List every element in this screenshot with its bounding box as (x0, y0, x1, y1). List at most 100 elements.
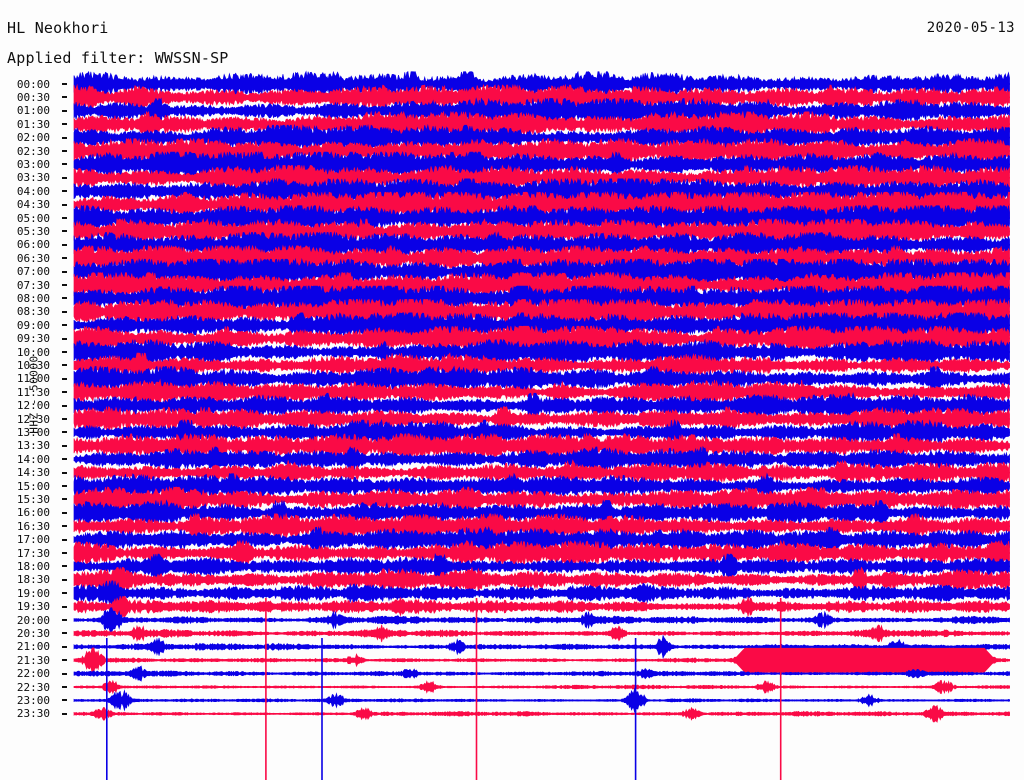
time-label-1030: 10:30 (16, 358, 50, 372)
time-label-1830: 18:30 (16, 573, 50, 587)
time-tick-1400 (62, 458, 67, 461)
time-label-2300: 23:00 (16, 693, 50, 707)
time-tick-0230 (62, 150, 67, 152)
time-label-1430: 14:30 (16, 466, 50, 480)
time-label-0300: 03:00 (16, 157, 50, 171)
applied-filter-label: Applied filter: WWSSN-SP (7, 49, 229, 67)
time-tick-1500 (62, 485, 67, 487)
time-tick-2230 (62, 686, 67, 688)
time-tick-1300 (62, 431, 67, 434)
time-tick-1130 (62, 391, 67, 394)
time-tick-0800 (62, 297, 67, 300)
time-label-2030: 20:30 (16, 626, 50, 640)
time-label-1330: 13:30 (16, 439, 50, 453)
record-date: 2020-05-13 (926, 20, 1015, 36)
time-label-0530: 05:30 (16, 224, 50, 238)
time-tick-0400 (62, 190, 67, 193)
time-tick-2100 (62, 645, 67, 648)
time-tick-0530 (62, 230, 67, 233)
time-label-1300: 13:00 (16, 425, 50, 439)
time-tick-0300 (62, 163, 67, 166)
time-tick-0630 (62, 257, 67, 260)
time-tick-1830 (62, 578, 67, 581)
time-label-2130: 21:30 (16, 653, 50, 667)
time-tick-1800 (62, 565, 67, 568)
time-label-1400: 14:00 (16, 452, 50, 466)
time-tick-1530 (62, 498, 67, 501)
time-tick-0330 (62, 176, 67, 179)
time-tick-0930 (62, 337, 67, 340)
time-label-1930: 19:30 (16, 600, 50, 614)
time-label-0400: 04:00 (16, 184, 50, 198)
time-label-1630: 16:30 (16, 519, 50, 533)
time-label-1500: 15:00 (16, 479, 50, 493)
time-label-0930: 09:30 (16, 332, 50, 346)
time-tick-0600 (62, 243, 67, 246)
time-tick-2130 (62, 659, 67, 662)
time-label-0700: 07:00 (16, 265, 50, 279)
time-label-1800: 18:00 (16, 559, 50, 573)
time-tick-0730 (62, 284, 67, 286)
time-tick-2000 (62, 619, 67, 621)
time-tick-0130 (62, 123, 67, 126)
time-label-1530: 15:30 (16, 492, 50, 506)
time-tick-0030 (62, 96, 67, 99)
time-tick-1230 (62, 418, 67, 420)
time-tick-1930 (62, 605, 67, 608)
time-label-1230: 12:30 (16, 412, 50, 426)
time-label-2100: 21:00 (16, 640, 50, 654)
time-tick-1730 (62, 552, 67, 554)
time-label-0430: 04:30 (16, 198, 50, 212)
time-label-0500: 05:00 (16, 211, 50, 225)
time-tick-0700 (62, 270, 67, 273)
time-label-0330: 03:30 (16, 171, 50, 185)
time-tick-2300 (62, 699, 67, 702)
time-tick-0500 (62, 217, 67, 219)
time-label-1900: 19:00 (16, 586, 50, 600)
time-tick-1030 (62, 364, 67, 367)
seismogram-canvas (73, 70, 1010, 780)
time-label-2000: 20:00 (16, 613, 50, 627)
time-tick-1200 (62, 404, 67, 407)
time-label-0600: 06:00 (16, 238, 50, 252)
time-label-1600: 16:00 (16, 506, 50, 520)
time-tick-1330 (62, 444, 67, 447)
time-label-0200: 02:00 (16, 131, 50, 145)
time-tick-0830 (62, 310, 67, 313)
time-label-1730: 17:30 (16, 546, 50, 560)
time-label-1000: 10:00 (16, 345, 50, 359)
time-tick-0430 (62, 203, 67, 206)
time-axis: 00:00 00:30 01:00 01:30 02:00 02:30 03:00 03:30… (0, 0, 72, 780)
time-tick-1100 (62, 377, 67, 380)
time-tick-1430 (62, 471, 67, 474)
time-label-2230: 22:30 (16, 680, 50, 694)
time-tick-2030 (62, 632, 67, 635)
time-label-0100: 01:00 (16, 104, 50, 118)
time-label-1100: 11:00 (16, 372, 50, 386)
time-tick-0100 (62, 109, 67, 112)
time-tick-2330 (62, 712, 67, 715)
time-label-0800: 08:00 (16, 291, 50, 305)
seismogram-plot (72, 70, 1012, 780)
time-label-0230: 02:30 (16, 144, 50, 158)
time-label-0030: 00:30 (16, 90, 50, 104)
time-label-0730: 07:30 (16, 278, 50, 292)
time-label-1700: 17:00 (16, 533, 50, 547)
time-tick-1700 (62, 538, 67, 541)
time-tick-1630 (62, 525, 67, 528)
time-tick-1000 (62, 351, 67, 353)
page-title: HL Neokhori (7, 19, 109, 37)
time-label-0000: 00:00 (16, 77, 50, 91)
time-label-0630: 06:30 (16, 251, 50, 265)
time-tick-1900 (62, 592, 67, 595)
time-tick-0900 (62, 324, 67, 327)
time-label-2200: 22:00 (16, 667, 50, 681)
time-label-2330: 23:30 (16, 707, 50, 721)
time-tick-2200 (62, 672, 67, 675)
time-label-1130: 11:30 (16, 385, 50, 399)
time-label-0900: 09:00 (16, 318, 50, 332)
time-tick-0200 (62, 136, 67, 139)
time-label-0830: 08:30 (16, 305, 50, 319)
time-label-0130: 01:30 (16, 117, 50, 131)
